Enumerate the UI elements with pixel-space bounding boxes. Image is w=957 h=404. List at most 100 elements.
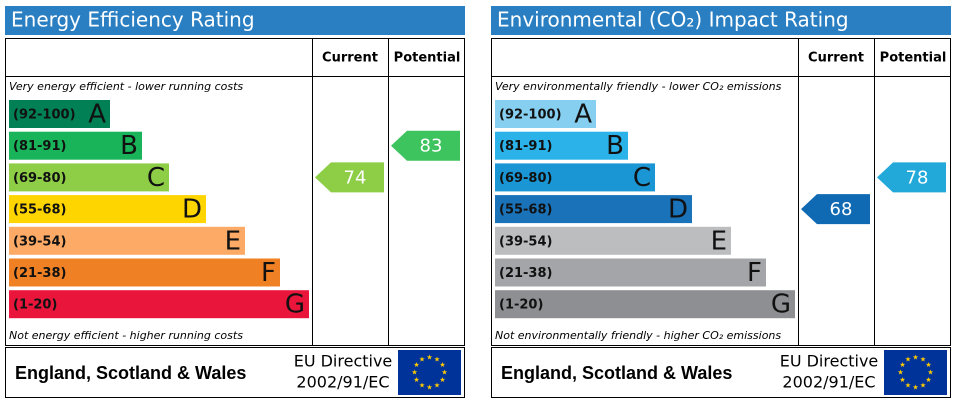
rating-value: 68 xyxy=(830,199,853,220)
band-letter: C xyxy=(633,163,651,193)
band-letter: G xyxy=(285,290,305,320)
flag-star: ★ xyxy=(912,384,918,392)
top-note: Very energy efficient - lower running co… xyxy=(9,80,243,93)
flag-star: ★ xyxy=(441,369,447,377)
rating-arrow xyxy=(801,194,870,225)
flag-star: ★ xyxy=(912,354,918,362)
rating-band xyxy=(9,131,142,160)
flag-star: ★ xyxy=(419,381,425,389)
flag-star: ★ xyxy=(411,369,417,377)
band-range: (55-68) xyxy=(499,203,552,218)
rating-band xyxy=(495,258,766,287)
rating-value: 78 xyxy=(906,167,929,188)
rating-band xyxy=(9,226,245,255)
rating-panel: Environmental (CO₂) Impact Rating Current… xyxy=(491,6,951,398)
eu-flag xyxy=(884,350,947,395)
band-letter: F xyxy=(261,258,276,288)
band-letter: B xyxy=(120,131,138,161)
band-letter: E xyxy=(711,226,727,256)
footer-box xyxy=(5,347,465,398)
flag-star: ★ xyxy=(426,354,432,362)
band-range: (21-38) xyxy=(499,266,552,281)
rating-band xyxy=(495,100,596,128)
flag-star: ★ xyxy=(439,361,445,369)
band-range: (81-91) xyxy=(13,139,66,154)
rating-band xyxy=(495,195,692,224)
region: England, Scotland & Wales xyxy=(501,363,732,383)
flag-star: ★ xyxy=(920,381,926,389)
rating-arrow xyxy=(315,162,384,193)
band-range: (39-54) xyxy=(499,234,552,249)
rating-band xyxy=(495,163,655,192)
region: England, Scotland & Wales xyxy=(15,363,246,383)
flag-star: ★ xyxy=(434,356,440,364)
flag-star: ★ xyxy=(413,376,419,384)
flag-star: ★ xyxy=(413,361,419,369)
band-range: (69-80) xyxy=(13,171,66,186)
rating-arrow xyxy=(391,130,460,161)
band-letter: F xyxy=(747,258,762,288)
column-header: Potential xyxy=(394,51,461,66)
band-range: (1-20) xyxy=(499,298,543,313)
directive: EU Directive xyxy=(294,352,393,371)
eu-flag xyxy=(398,350,461,395)
band-range: (39-54) xyxy=(13,234,66,249)
band-letter: A xyxy=(88,100,106,130)
band-letter: A xyxy=(574,100,592,130)
directive: EU Directive xyxy=(780,352,879,371)
flag-star: ★ xyxy=(419,356,425,364)
top-note: Very environmentally friendly - lower CO… xyxy=(495,80,782,93)
flag-star: ★ xyxy=(927,369,933,377)
band-letter: B xyxy=(606,131,624,161)
rating-value: 83 xyxy=(420,136,443,157)
bottom-note: Not energy efficient - higher running co… xyxy=(9,329,243,342)
rating-band xyxy=(495,290,795,319)
directive: 2002/91/EC xyxy=(782,373,875,392)
rating-panel: Energy Efficiency Rating Current Potential… xyxy=(5,6,465,398)
flag-star: ★ xyxy=(925,361,931,369)
band-letter: C xyxy=(147,163,165,193)
flag-star: ★ xyxy=(434,381,440,389)
flag-star: ★ xyxy=(899,361,905,369)
column-header: Current xyxy=(322,51,378,66)
band-range: (21-38) xyxy=(13,266,66,281)
band-letter: D xyxy=(182,195,202,225)
column-header: Potential xyxy=(880,51,947,66)
band-letter: E xyxy=(225,226,241,256)
flag-star: ★ xyxy=(439,376,445,384)
rating-band xyxy=(9,258,280,287)
band-range: (1-20) xyxy=(13,298,57,313)
flag-star: ★ xyxy=(905,381,911,389)
title-bar xyxy=(5,6,465,35)
rating-band xyxy=(9,290,309,319)
rating-arrow xyxy=(877,162,946,193)
directive: 2002/91/EC xyxy=(296,373,389,392)
band-range: (92-100) xyxy=(499,108,562,123)
flag-star: ★ xyxy=(905,356,911,364)
band-range: (81-91) xyxy=(499,139,552,154)
flag-star: ★ xyxy=(899,376,905,384)
panel-title: Environmental (CO₂) Impact Rating xyxy=(497,8,849,32)
rating-band xyxy=(9,163,169,192)
band-range: (55-68) xyxy=(13,203,66,218)
band-letter: G xyxy=(771,290,791,320)
title-bar xyxy=(491,6,951,35)
band-letter: D xyxy=(668,195,688,225)
band-range: (92-100) xyxy=(13,108,76,123)
rating-band xyxy=(9,100,110,128)
rating-band xyxy=(495,226,731,255)
column-header: Current xyxy=(808,51,864,66)
rating-band xyxy=(495,131,628,160)
flag-star: ★ xyxy=(426,384,432,392)
rating-value: 74 xyxy=(344,167,367,188)
footer-box xyxy=(491,347,951,398)
flag-star: ★ xyxy=(920,356,926,364)
bottom-note: Not environmentally friendly - higher CO… xyxy=(495,329,781,342)
band-range: (69-80) xyxy=(499,171,552,186)
panel-title: Energy Efficiency Rating xyxy=(11,8,255,32)
rating-band xyxy=(9,195,206,224)
flag-star: ★ xyxy=(897,369,903,377)
flag-star: ★ xyxy=(925,376,931,384)
